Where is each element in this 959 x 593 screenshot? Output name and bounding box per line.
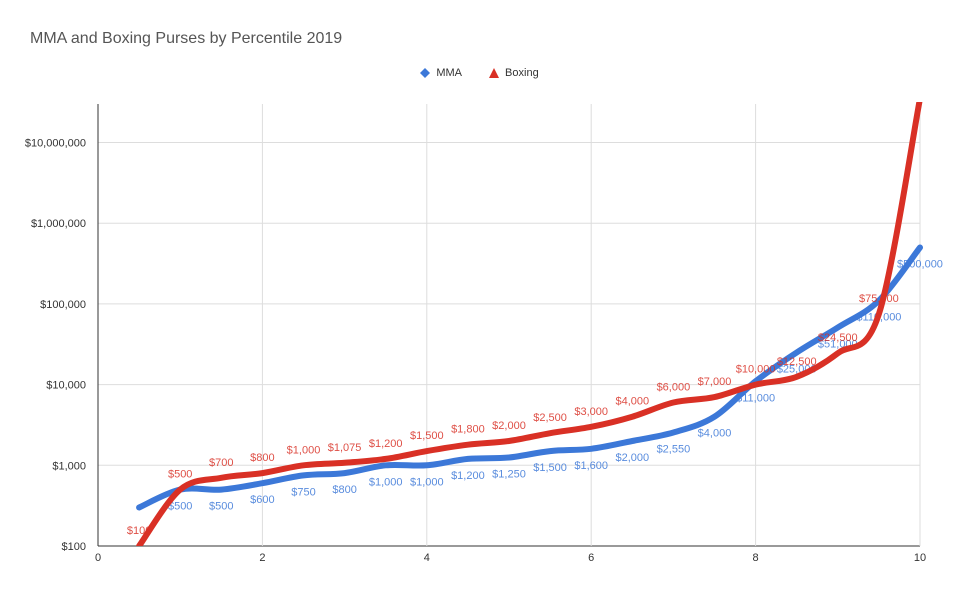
data-label-boxing: $4,000 <box>615 396 649 408</box>
x-tick-label: 0 <box>95 552 101 564</box>
legend-label-boxing: Boxing <box>505 67 539 79</box>
data-label-boxing: $10,000 <box>736 364 776 376</box>
chart-title: MMA and Boxing Purses by Percentile 2019 <box>30 30 343 47</box>
data-label-boxing: $24,500 <box>818 332 858 344</box>
data-label-mma: $2,000 <box>615 452 649 464</box>
legend-diamond-icon <box>420 68 431 78</box>
data-label-mma: $600 <box>250 494 274 506</box>
data-label-boxing: $2,500 <box>533 412 567 424</box>
x-tick-label: 10 <box>914 552 926 564</box>
data-label-boxing: $1,500 <box>410 430 444 442</box>
legend-entry-mma[interactable]: MMA <box>420 67 462 79</box>
data-label-boxing: $3,000 <box>574 406 608 418</box>
x-tick-label: 4 <box>424 552 430 564</box>
x-tick-label: 8 <box>753 552 759 564</box>
data-label-mma: $800 <box>332 484 356 496</box>
data-label-boxing: $100 <box>127 525 151 537</box>
y-tick-label: $1,000,000 <box>31 218 86 230</box>
data-label-boxing: $1,000 <box>287 444 321 456</box>
data-label-boxing: $1,800 <box>451 424 485 436</box>
data-label-boxing: $1,075 <box>328 442 362 454</box>
legend: MMA Boxing <box>0 67 959 81</box>
legend-label-mma: MMA <box>436 67 462 79</box>
data-label-mma: $750 <box>291 486 315 498</box>
series-line-boxing <box>136 102 923 546</box>
data-label-boxing: $75,000 <box>859 293 899 305</box>
data-label-mma: $1,500 <box>533 462 567 474</box>
data-label-mma: $1,000 <box>410 476 444 488</box>
data-label-mma: $500,000 <box>897 258 943 270</box>
data-label-mma: $1,250 <box>492 468 526 480</box>
data-label-mma: $4,000 <box>698 428 732 440</box>
data-label-mma: $1,000 <box>369 476 403 488</box>
data-label-boxing: $2,000 <box>492 420 526 432</box>
y-tick-label: $10,000,000 <box>25 138 86 150</box>
x-tick-label: 2 <box>259 552 265 564</box>
data-label-mma: $11,000 <box>736 392 775 404</box>
y-tick-label: $10,000 <box>46 380 86 392</box>
x-tick-label: 6 <box>588 552 594 564</box>
y-tick-label: $100,000 <box>40 299 86 311</box>
data-label-boxing: $500 <box>168 469 192 481</box>
data-label-boxing: $7,000 <box>698 376 732 388</box>
y-tick-label: $100 <box>62 541 86 553</box>
data-label-mma: $500 <box>168 501 192 513</box>
data-label-mma: $500 <box>209 501 233 513</box>
legend-triangle-icon <box>489 68 500 78</box>
legend-entry-boxing[interactable]: Boxing <box>489 67 539 79</box>
data-label-boxing: $1,200 <box>369 438 403 450</box>
data-label-mma: $1,200 <box>451 470 485 482</box>
data-label-boxing: $6,000 <box>657 382 691 394</box>
y-tick-label: $1,000 <box>52 460 86 472</box>
data-label-mma: $1,600 <box>574 460 608 472</box>
data-label-boxing: $800 <box>250 452 274 464</box>
data-label-boxing: $12,500 <box>777 356 817 368</box>
data-label-boxing: $700 <box>209 457 233 469</box>
data-label-mma: $2,550 <box>657 443 691 455</box>
series-line-mma <box>136 244 923 511</box>
